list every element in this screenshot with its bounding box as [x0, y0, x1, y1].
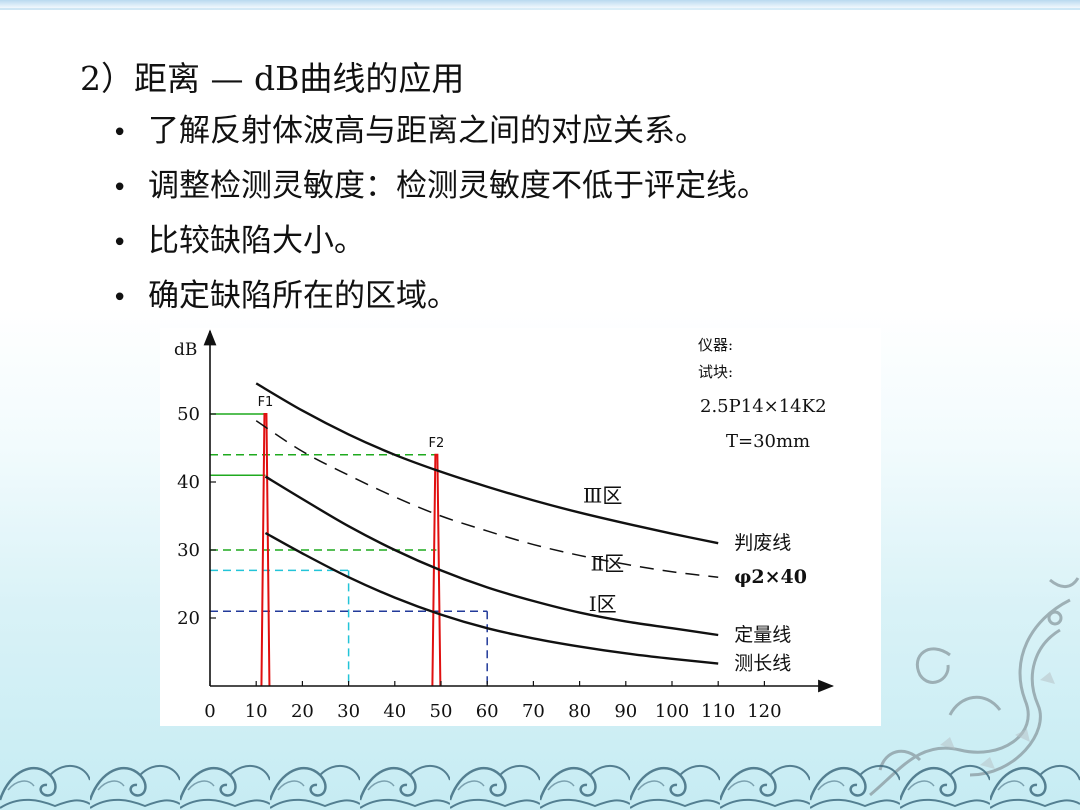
- instrument-label: 仪器:: [698, 336, 733, 354]
- bullet-list: • 了解反射体波高与距离之间的对应关系。 • 调整检测灵敏度：检测灵敏度不低于评定线…: [112, 104, 768, 324]
- y-tick-label: 50: [177, 404, 200, 425]
- top-divider: [0, 8, 1080, 10]
- y-tick-label: 40: [177, 472, 200, 493]
- bullet-item: • 比较缺陷大小。: [112, 214, 768, 269]
- x-tick-label: 110: [701, 701, 735, 722]
- series-label: 测长线: [734, 653, 791, 675]
- bullet-item: • 了解反射体波高与距离之间的对应关系。: [112, 104, 768, 159]
- curve-reference-dashed: [255, 420, 719, 578]
- probe-spec: 2.5P14×14K2: [700, 396, 827, 417]
- bullet-dot: •: [112, 228, 128, 258]
- x-tick-label: 10: [245, 701, 268, 722]
- x-tick-label: 80: [568, 701, 591, 722]
- slide-heading: 2）距离 — dB曲线的应用: [80, 59, 465, 98]
- bullet-dot: •: [112, 283, 128, 313]
- series-label: 判废线: [734, 532, 791, 554]
- bullet-item: • 确定缺陷所在的区域。: [112, 269, 768, 324]
- bullet-text: 调整检测灵敏度：检测灵敏度不低于评定线。: [148, 168, 768, 204]
- x-tick-label: 50: [430, 701, 453, 722]
- x-tick-label: 20: [291, 701, 314, 722]
- x-tick-label: 120: [747, 701, 781, 722]
- curve-solid: [264, 475, 719, 637]
- thickness-spec: T=30mm: [726, 431, 810, 452]
- test-block-label: 试块:: [698, 363, 733, 381]
- curve-solid: [255, 382, 719, 545]
- x-tick-label: 0: [204, 701, 215, 722]
- y-tick-label: 20: [177, 608, 200, 629]
- distance-db-chart: dB 0 10 20 30 40 50 60 70 80 90 100 110 120 20 30 40 50 判…: [160, 328, 881, 726]
- y-axis-label: dB: [174, 340, 197, 360]
- x-tick-label: 100: [655, 701, 689, 722]
- x-tick-label: 40: [383, 701, 406, 722]
- bullet-item: • 调整检测灵敏度：检测灵敏度不低于评定线。: [112, 159, 768, 214]
- x-tick-label: 30: [337, 701, 360, 722]
- bullet-text: 比较缺陷大小。: [148, 223, 365, 259]
- chart-canvas: dB 0 10 20 30 40 50 60 70 80 90 100 110 120 20 30 40 50 判…: [174, 329, 835, 722]
- series-label: 定量线: [734, 624, 791, 646]
- zone-label: Ⅰ区: [589, 592, 617, 616]
- x-tick-label: 70: [522, 701, 545, 722]
- bullet-text: 了解反射体波高与距离之间的对应关系。: [148, 113, 706, 149]
- wave-border-decoration-icon: [0, 740, 1080, 810]
- series-label: φ2×40: [734, 566, 807, 588]
- peak-label: F2: [429, 436, 445, 451]
- bullet-dot: •: [112, 173, 128, 203]
- bullet-dot: •: [112, 118, 128, 148]
- zone-label: Ⅲ区: [583, 483, 622, 507]
- x-tick-label: 90: [614, 701, 637, 722]
- peak-label: F1: [258, 395, 274, 410]
- zone-label: Ⅱ区: [591, 551, 625, 575]
- top-banner: [0, 0, 1080, 10]
- x-tick-label: 60: [476, 701, 499, 722]
- echo-peak: [260, 413, 271, 687]
- bullet-text: 确定缺陷所在的区域。: [148, 278, 458, 314]
- y-tick-label: 30: [177, 540, 200, 561]
- curve-solid: [264, 531, 719, 665]
